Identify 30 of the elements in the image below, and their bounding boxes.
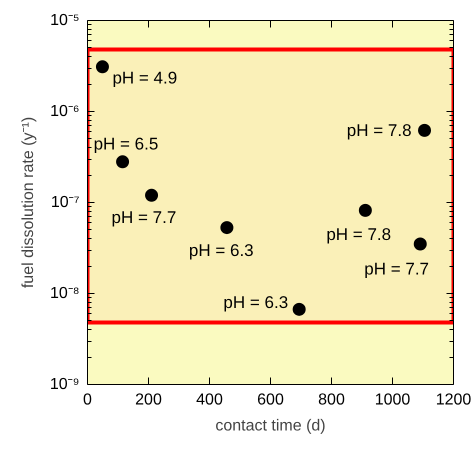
y-tick-label: 10⁻⁵ bbox=[50, 12, 80, 29]
annotation: pH = 4.9 bbox=[112, 68, 178, 88]
annotation: pH = 6.3 bbox=[188, 241, 254, 260]
annotation: pH = 7.7 bbox=[364, 259, 430, 278]
y-tick-label: 10⁻⁸ bbox=[50, 285, 80, 302]
point bbox=[220, 221, 234, 234]
y-axis-title: fuel dissolution rate (y⁻¹) bbox=[20, 116, 37, 288]
y-tick-label: 10⁻⁹ bbox=[50, 376, 80, 393]
x-tick-label: 1200 bbox=[436, 392, 472, 408]
x-tick-label: 1000 bbox=[374, 392, 410, 408]
x-tick-label: 600 bbox=[257, 392, 284, 408]
point bbox=[414, 238, 427, 250]
x-tick-label: 200 bbox=[135, 392, 162, 408]
y-tick-label: 10⁻⁷ bbox=[50, 194, 80, 211]
x-axis-title: contact time (d) bbox=[215, 418, 326, 434]
annotation: pH = 6.3 bbox=[223, 292, 288, 312]
annotation: pH = 6.5 bbox=[94, 134, 158, 154]
y-tick-label: 10⁻⁶ bbox=[50, 103, 80, 120]
point bbox=[145, 188, 158, 202]
point bbox=[292, 302, 306, 316]
point bbox=[418, 124, 432, 137]
point bbox=[358, 204, 372, 217]
annotation: pH = 7.8 bbox=[326, 224, 392, 244]
point bbox=[96, 60, 109, 74]
annotation: pH = 7.8 bbox=[346, 120, 412, 140]
x-tick-label: 800 bbox=[318, 392, 345, 408]
x-tick-label: 400 bbox=[196, 392, 223, 408]
x-tick-label: 0 bbox=[83, 392, 92, 408]
point bbox=[116, 155, 130, 168]
annotation: pH = 7.7 bbox=[112, 208, 176, 227]
